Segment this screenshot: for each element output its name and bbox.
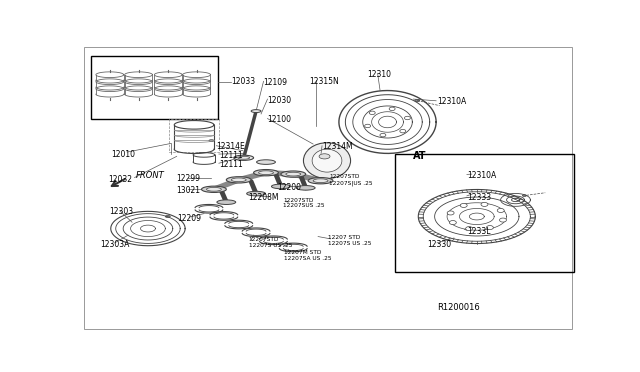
Ellipse shape (207, 187, 221, 191)
Bar (396, 154, 573, 272)
Text: AT: AT (413, 151, 427, 161)
Text: 12207STD
12207SUS .25: 12207STD 12207SUS .25 (284, 198, 325, 208)
Bar (169, 119, 219, 152)
Text: 12310A: 12310A (467, 171, 496, 180)
Text: 12310: 12310 (367, 70, 392, 78)
Text: 12314M: 12314M (322, 142, 353, 151)
Circle shape (499, 218, 506, 222)
Ellipse shape (415, 99, 420, 102)
Text: 12310A: 12310A (437, 97, 467, 106)
Text: 12207STD
12207S US .25: 12207STD 12207S US .25 (249, 237, 292, 248)
Circle shape (486, 225, 493, 230)
Text: 1233L: 1233L (467, 227, 490, 236)
Ellipse shape (281, 171, 306, 177)
Text: 12303: 12303 (109, 207, 133, 216)
Text: 12208M: 12208M (249, 193, 279, 202)
Ellipse shape (257, 160, 275, 164)
Circle shape (369, 111, 375, 115)
Text: 12299: 12299 (176, 174, 200, 183)
Circle shape (481, 202, 488, 206)
Ellipse shape (251, 110, 261, 112)
Ellipse shape (308, 177, 333, 184)
Text: 12111: 12111 (219, 160, 243, 169)
Text: 12314E: 12314E (216, 142, 245, 151)
Circle shape (380, 134, 386, 137)
Text: R1200016: R1200016 (437, 303, 480, 312)
Ellipse shape (313, 179, 328, 183)
Ellipse shape (227, 177, 251, 183)
Ellipse shape (202, 186, 227, 192)
Text: 12333: 12333 (467, 193, 491, 202)
Ellipse shape (231, 178, 246, 182)
Text: 12032: 12032 (108, 175, 132, 184)
Text: 12315N: 12315N (309, 77, 339, 86)
Circle shape (460, 203, 467, 208)
Text: 12303A: 12303A (100, 240, 129, 249)
Ellipse shape (246, 191, 266, 196)
Text: 12100: 12100 (268, 115, 291, 124)
Circle shape (400, 129, 406, 133)
Circle shape (389, 107, 395, 110)
Text: 12207 STD
12207S US .25: 12207 STD 12207S US .25 (328, 235, 371, 246)
Ellipse shape (259, 171, 273, 174)
Text: 12200: 12200 (277, 183, 301, 192)
Circle shape (497, 208, 504, 212)
Ellipse shape (165, 215, 170, 218)
Circle shape (404, 116, 410, 120)
Circle shape (365, 124, 371, 128)
Text: 13021: 13021 (176, 186, 200, 195)
Ellipse shape (312, 149, 342, 172)
Ellipse shape (303, 143, 351, 179)
Ellipse shape (234, 155, 253, 160)
Text: 12209: 12209 (177, 214, 201, 223)
Text: 12033: 12033 (231, 77, 255, 86)
Text: 12207STD
12207S|US .25: 12207STD 12207S|US .25 (329, 174, 372, 186)
Circle shape (449, 221, 456, 225)
Text: 12010: 12010 (111, 150, 135, 158)
Text: 12030: 12030 (268, 96, 292, 105)
Text: FRONT: FRONT (136, 171, 164, 180)
Bar (91, 56, 218, 119)
Ellipse shape (286, 172, 301, 176)
Ellipse shape (271, 184, 291, 189)
Text: 12207M STD
12207SA US .25: 12207M STD 12207SA US .25 (284, 250, 332, 260)
Ellipse shape (522, 195, 527, 196)
Circle shape (466, 227, 472, 231)
Ellipse shape (217, 200, 236, 205)
Circle shape (447, 211, 454, 215)
Ellipse shape (296, 186, 315, 190)
Text: 12330: 12330 (428, 240, 451, 249)
Text: 12109: 12109 (264, 78, 287, 87)
Text: 12111: 12111 (219, 151, 243, 160)
Ellipse shape (319, 154, 330, 159)
Ellipse shape (253, 170, 278, 176)
